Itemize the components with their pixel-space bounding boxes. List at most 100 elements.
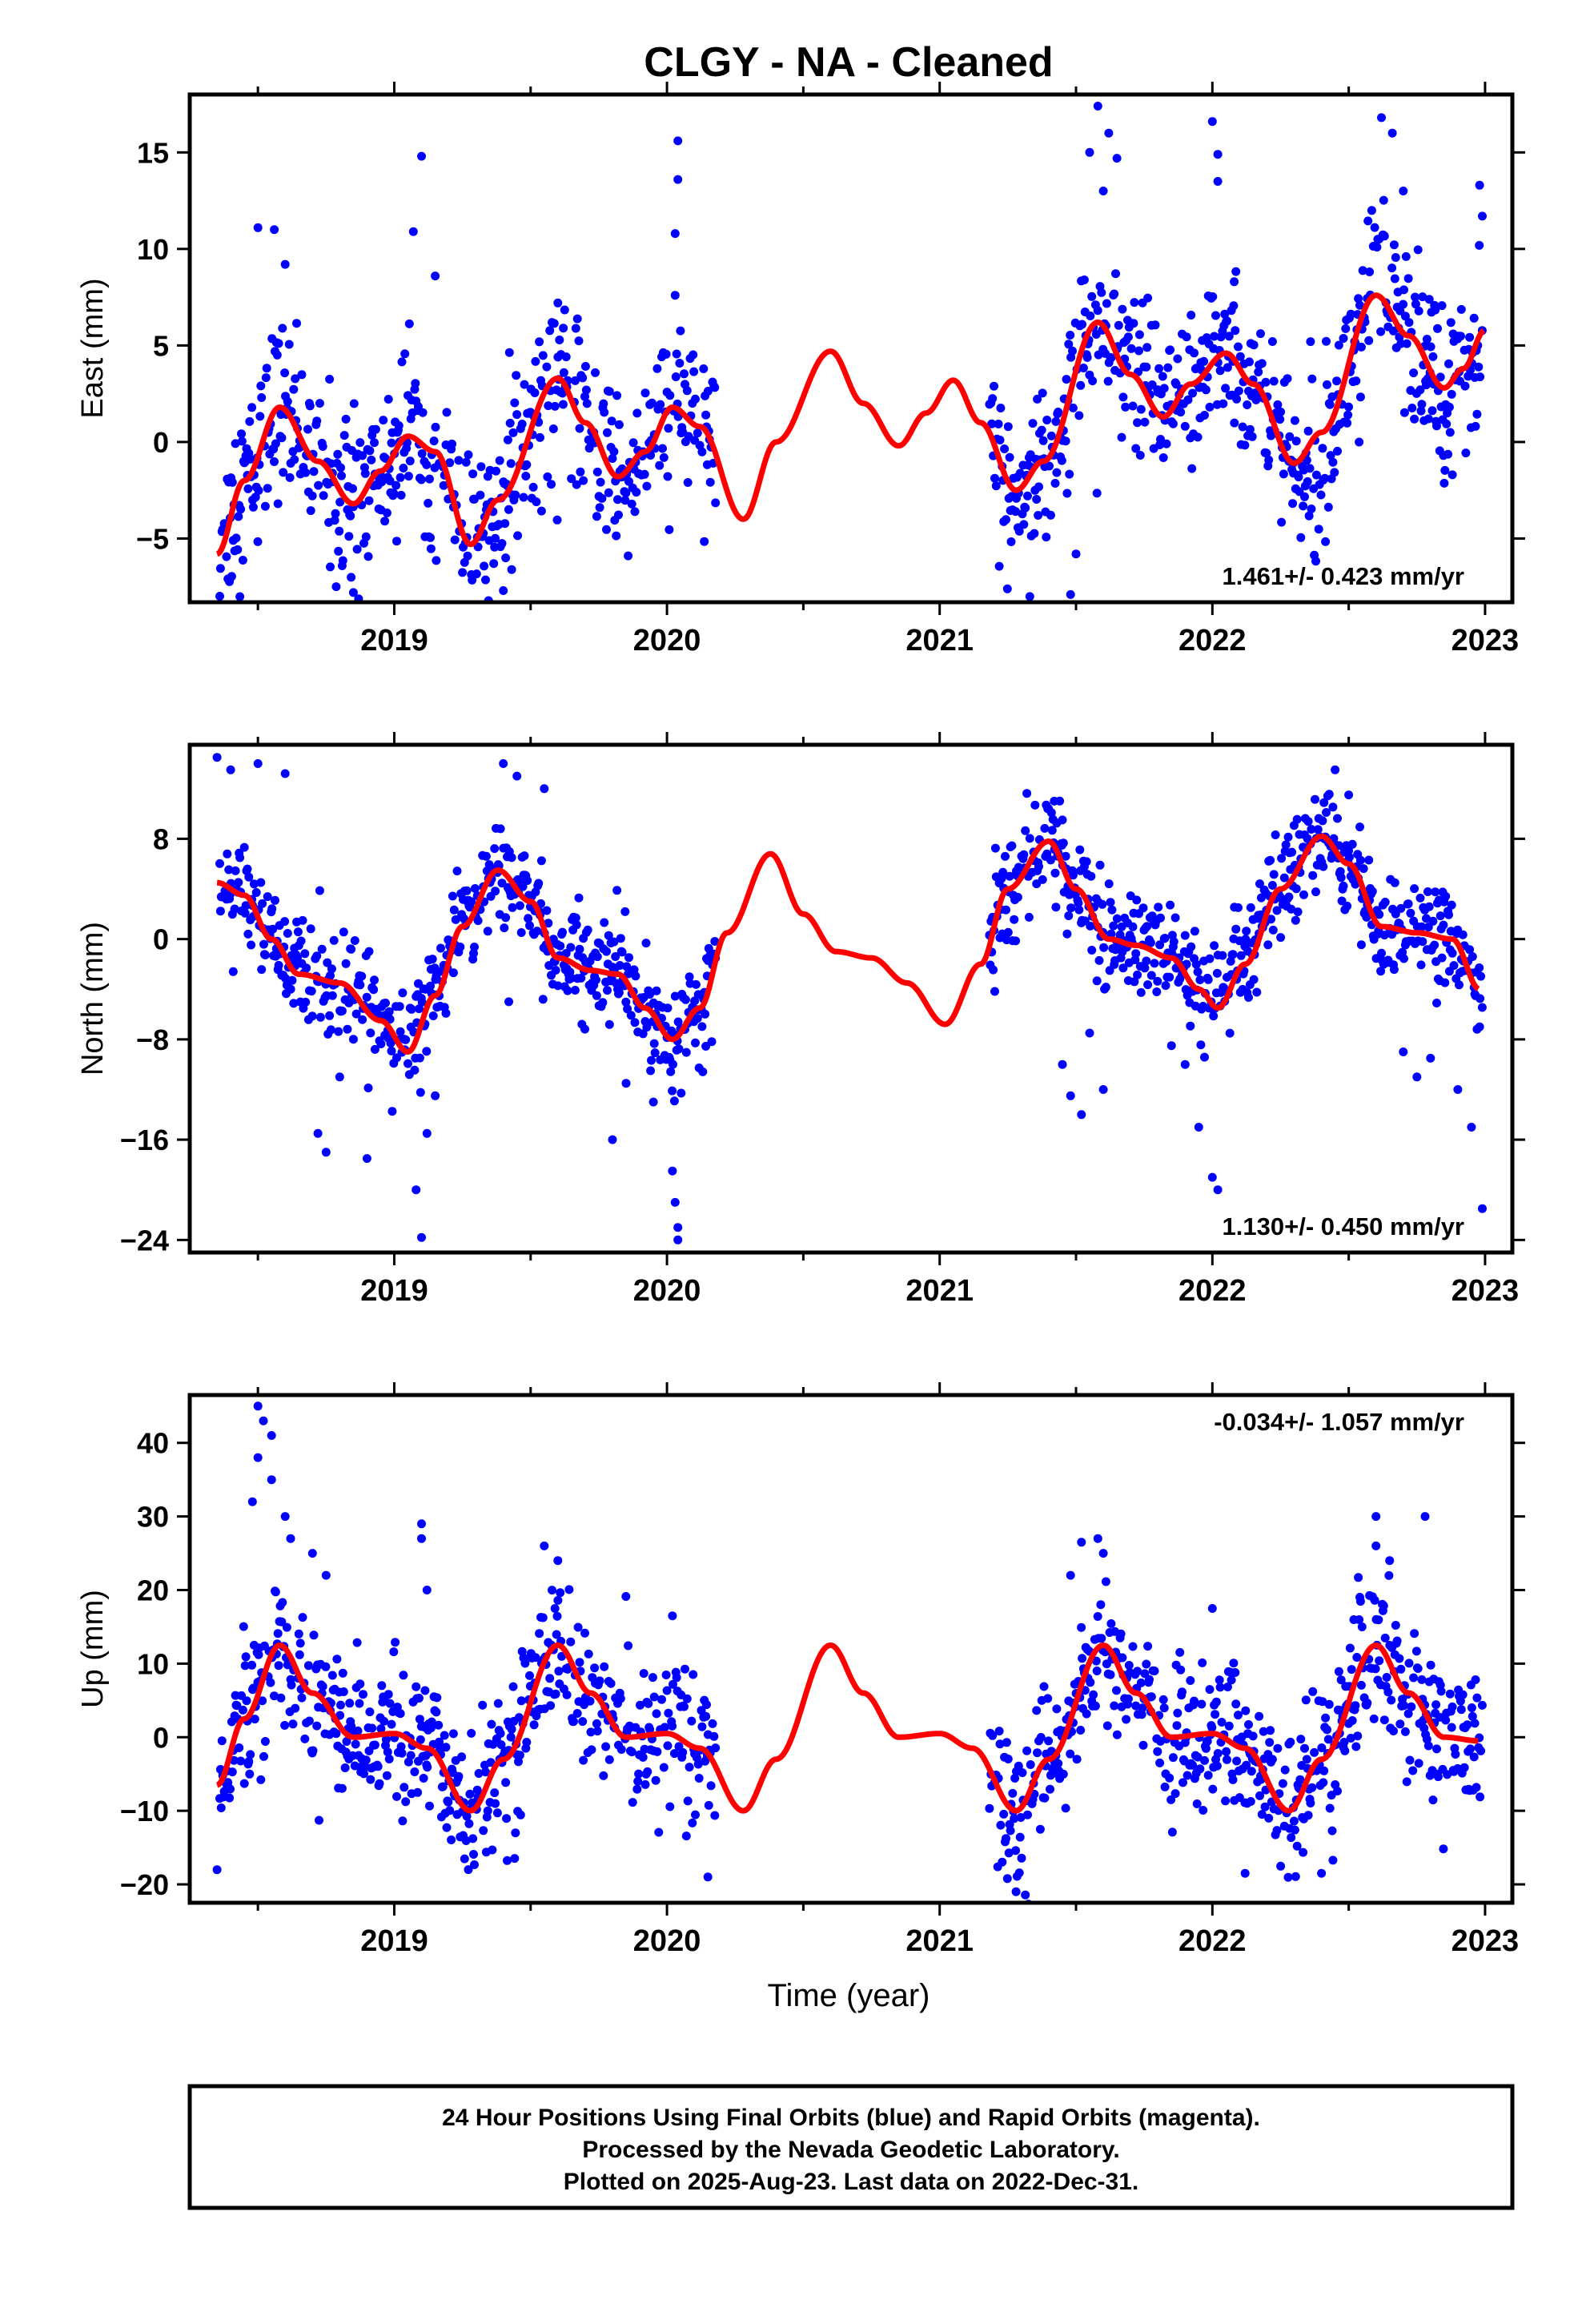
data-point — [994, 561, 1004, 571]
data-point — [392, 1791, 401, 1801]
data-point — [332, 1655, 342, 1664]
data-point — [468, 469, 478, 479]
data-point — [1058, 1769, 1068, 1779]
data-point — [652, 986, 661, 995]
data-point — [556, 1588, 565, 1598]
data-point — [240, 908, 250, 918]
data-point — [442, 1823, 452, 1832]
data-point — [530, 388, 540, 397]
data-point — [367, 1723, 377, 1733]
data-point — [1086, 871, 1096, 881]
data-point — [292, 319, 301, 328]
data-point — [608, 454, 617, 463]
data-point — [516, 1810, 525, 1819]
data-point — [396, 1742, 406, 1751]
data-point — [504, 505, 513, 514]
data-point — [1123, 1694, 1133, 1703]
data-point — [1445, 1689, 1455, 1699]
data-point — [407, 1004, 416, 1014]
data-point — [1332, 376, 1342, 386]
data-point — [1207, 1172, 1217, 1182]
data-point — [329, 935, 339, 945]
data-point — [673, 175, 683, 184]
data-point — [352, 1638, 362, 1647]
data-point — [1046, 1784, 1054, 1794]
data-point — [1051, 416, 1061, 426]
data-point — [1318, 444, 1327, 453]
data-point — [399, 464, 408, 472]
data-point — [1311, 557, 1320, 566]
data-point — [1036, 1733, 1046, 1742]
data-point — [609, 937, 619, 947]
data-point — [404, 319, 414, 328]
data-point — [1066, 331, 1075, 340]
data-point — [689, 1670, 698, 1679]
data-point — [327, 964, 336, 974]
data-point — [1243, 400, 1252, 409]
data-point — [1333, 814, 1342, 823]
data-point — [1002, 1834, 1010, 1844]
data-point — [604, 931, 613, 940]
data-point — [481, 575, 490, 585]
data-point — [429, 436, 439, 446]
data-point — [448, 439, 456, 448]
data-point — [298, 915, 307, 925]
data-point — [392, 537, 401, 546]
north-rate-label: 1.130+/- 0.450 mm/yr — [1223, 1212, 1464, 1240]
data-point — [524, 914, 533, 923]
data-point — [688, 1818, 697, 1827]
data-point — [691, 1810, 700, 1819]
data-point — [366, 1028, 375, 1038]
data-point — [1343, 410, 1353, 420]
data-point — [1293, 907, 1303, 917]
data-point — [417, 1534, 426, 1543]
x-tick-label: 2020 — [633, 624, 701, 657]
data-point — [1221, 1796, 1231, 1806]
data-point — [1145, 1675, 1154, 1684]
data-point — [216, 1803, 226, 1812]
data-point — [496, 824, 505, 834]
data-point — [1231, 326, 1240, 336]
data-point — [1090, 1701, 1100, 1711]
data-point — [607, 416, 616, 426]
data-point — [1244, 1720, 1253, 1729]
data-point — [1396, 903, 1406, 913]
x-tick-label: 2020 — [633, 1274, 701, 1308]
data-point — [418, 408, 428, 417]
data-point — [278, 1598, 287, 1607]
data-point — [1158, 372, 1167, 381]
data-point — [604, 1019, 614, 1029]
data-point — [1153, 976, 1162, 986]
data-point — [271, 439, 280, 448]
data-point — [488, 1845, 497, 1855]
data-point — [337, 471, 346, 480]
data-point — [1354, 1573, 1363, 1582]
data-point — [1104, 128, 1114, 138]
data-point — [632, 408, 642, 418]
data-point — [575, 424, 584, 433]
data-point — [1311, 887, 1320, 897]
data-point — [1188, 1760, 1198, 1770]
data-point — [289, 384, 299, 394]
data-point — [483, 927, 492, 936]
data-point — [1379, 931, 1389, 940]
data-point — [1333, 446, 1342, 456]
data-point — [445, 1806, 455, 1815]
data-point — [1341, 324, 1351, 333]
data-point — [504, 348, 514, 357]
data-point — [1004, 1848, 1014, 1858]
data-point — [383, 395, 393, 404]
data-point — [683, 1796, 693, 1806]
east-model-line — [215, 292, 1486, 557]
data-point — [988, 394, 998, 404]
data-point — [642, 481, 652, 491]
data-point — [256, 878, 266, 887]
up-model-line — [215, 1642, 1480, 1814]
data-point — [235, 1743, 244, 1752]
data-point — [370, 438, 379, 448]
data-point — [580, 1628, 589, 1638]
data-point — [659, 1763, 669, 1772]
data-point — [1423, 887, 1432, 896]
data-point — [1154, 903, 1163, 912]
data-point — [652, 1709, 661, 1719]
